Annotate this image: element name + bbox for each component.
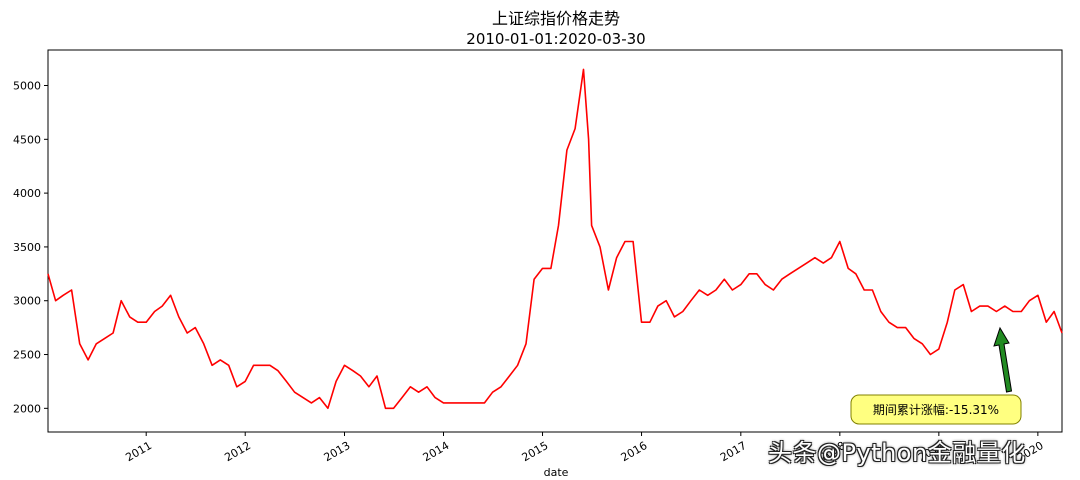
y-tick-label: 4500 [13, 133, 41, 146]
x-tick-label: 2014 [421, 439, 452, 464]
y-tick-label: 3000 [13, 295, 41, 308]
x-axis-label: date [544, 466, 569, 479]
price-line [47, 68, 1063, 410]
y-tick-label: 2500 [13, 349, 41, 362]
y-tick-label: 2000 [13, 402, 41, 415]
x-tick-label: 2016 [619, 439, 650, 464]
y-tick-label: 5000 [13, 80, 41, 93]
x-tick-label: 2017 [718, 439, 749, 464]
x-tick-label: 2011 [123, 439, 154, 464]
x-tick-label: 2013 [322, 439, 353, 464]
watermark: 头条@Python金融量化 [768, 439, 1026, 467]
chart-title: 上证综指价格走势 [492, 9, 620, 28]
annotation-text: 期间累计涨幅:-15.31% [873, 402, 999, 417]
series-group [47, 68, 1063, 410]
annotation-arrow [993, 326, 1013, 393]
x-tick-label: 2012 [222, 439, 253, 464]
y-tick-label: 4000 [13, 187, 41, 200]
y-axis: 2000 2500 3000 3500 4000 4500 5000 [13, 80, 48, 415]
annotation-box [850, 394, 1022, 425]
chart-subtitle: 2010-01-01:2020-03-30 [466, 30, 645, 48]
x-tick-label: 2015 [520, 439, 551, 464]
annotation: 期间累计涨幅:-15.31% [850, 326, 1022, 425]
y-tick-label: 3500 [13, 241, 41, 254]
plot-frame [47, 49, 1063, 433]
